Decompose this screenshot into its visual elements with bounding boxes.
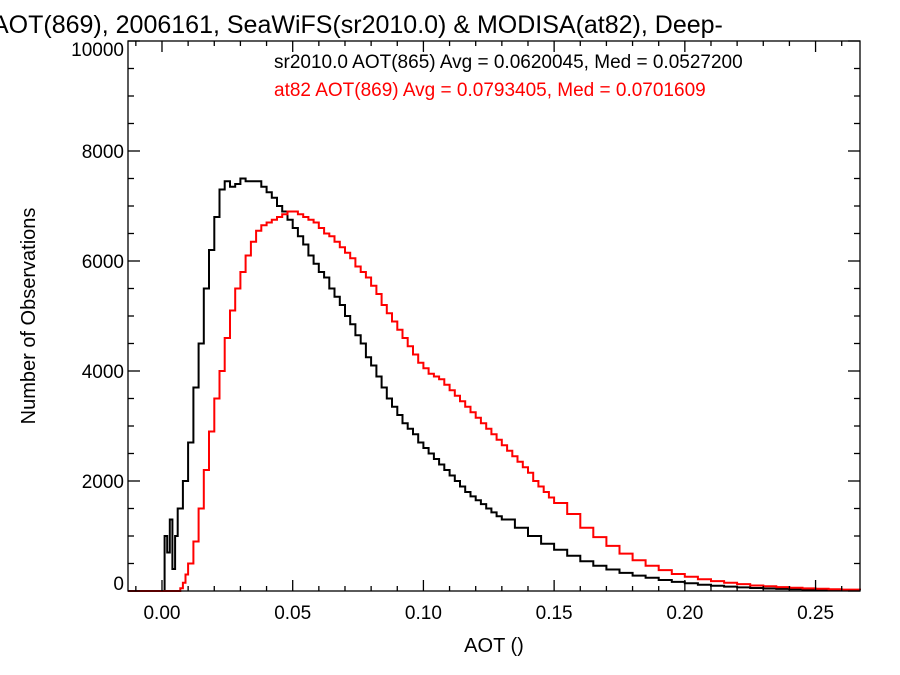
y-tick-label: 4000	[82, 362, 124, 383]
axis-ticks: 0.00 0.05 0.10 0.15 0.20 0.25 0 2000 4000 6000 800…	[71, 40, 860, 624]
y-tick-label: 0	[113, 574, 124, 595]
x-tick-label: 0.20	[666, 603, 703, 624]
plot-frame	[127, 40, 861, 592]
legend-entry-at82: at82 AOT(869) Avg = 0.0793405, Med = 0.0…	[274, 80, 706, 101]
y-axis-title: Number of Observations	[18, 208, 40, 425]
series-layer	[128, 177, 861, 592]
x-tick-label: 0.15	[536, 603, 573, 624]
y-tick-label: 10000	[71, 40, 124, 61]
x-axis-title: AOT ()	[464, 635, 524, 657]
legend-entry-sr2010: sr2010.0 AOT(865) Avg = 0.0620045, Med =…	[274, 52, 743, 73]
y-tick-label: 2000	[82, 472, 124, 493]
x-tick-label: 0.10	[405, 603, 442, 624]
chart-title: AOT(869), 2006161, SeaWiFS(sr2010.0) & M…	[0, 11, 723, 39]
x-tick-label: 0.05	[274, 603, 311, 624]
x-tick-label: 0.25	[797, 603, 834, 624]
series-line-1	[128, 210, 861, 592]
y-tick-label: 8000	[82, 142, 124, 163]
y-tick-label: 6000	[82, 252, 124, 273]
series-line-0	[128, 177, 861, 592]
x-tick-label: 0.00	[143, 603, 180, 624]
